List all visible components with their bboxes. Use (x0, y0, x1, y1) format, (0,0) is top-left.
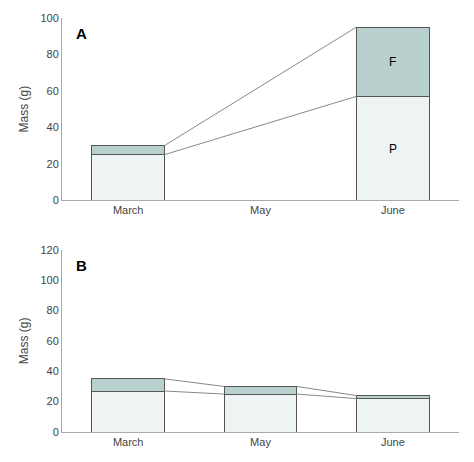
svg-text:June: June (381, 436, 405, 448)
svg-text:F: F (389, 55, 396, 69)
svg-text:Mass (g): Mass (g) (17, 86, 31, 133)
svg-text:Mass (g): Mass (g) (17, 318, 31, 365)
svg-text:60: 60 (47, 335, 59, 347)
svg-text:100: 100 (40, 12, 58, 24)
svg-text:B: B (76, 257, 87, 274)
svg-text:A: A (76, 25, 87, 42)
svg-text:40: 40 (47, 365, 59, 377)
svg-text:100: 100 (40, 274, 58, 286)
svg-text:20: 20 (47, 158, 59, 170)
svg-text:40: 40 (47, 121, 59, 133)
svg-text:P: P (389, 142, 397, 156)
svg-text:June: June (381, 204, 405, 216)
svg-text:60: 60 (47, 85, 59, 97)
svg-text:March: March (113, 436, 144, 448)
svg-text:0: 0 (53, 426, 59, 438)
svg-text:80: 80 (47, 48, 59, 60)
svg-text:20: 20 (47, 395, 59, 407)
svg-text:0: 0 (53, 194, 59, 206)
svg-text:80: 80 (47, 304, 59, 316)
svg-text:May: May (250, 436, 271, 448)
svg-text:120: 120 (40, 244, 58, 256)
svg-text:March: March (113, 204, 144, 216)
svg-text:May: May (250, 204, 271, 216)
